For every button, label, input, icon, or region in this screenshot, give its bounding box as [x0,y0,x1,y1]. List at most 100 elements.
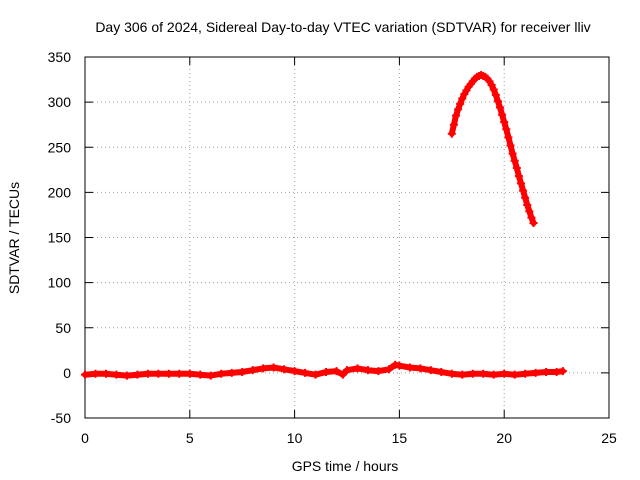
data-point [519,186,528,195]
y-axis: -50 0 50 100 150 200 250 300 350 [48,49,609,426]
y-tick-label: 0 [63,365,71,381]
data-series-2 [447,71,538,228]
data-point [525,207,534,216]
x-tick-label: 20 [496,430,512,446]
x-tick-label: 25 [601,430,617,446]
data-point [479,369,488,378]
data-point [206,371,215,380]
x-axis: 0 5 10 15 20 25 [81,57,617,446]
data-point [514,172,523,181]
data-point [426,366,435,375]
data-point [405,363,414,372]
y-tick-label: -50 [51,410,71,426]
data-point [510,156,519,165]
chart-title: Day 306 of 2024, Sidereal Day-to-day VTE… [95,19,590,35]
data-point [437,367,446,376]
data-point [504,133,513,142]
data-point [248,366,257,375]
x-axis-title: GPS time / hours [292,458,399,474]
data-point [395,361,404,370]
data-point [301,368,310,377]
data-point [521,193,530,202]
data-point [196,370,205,379]
data-point [338,370,347,379]
data-point [558,367,567,376]
data-point [322,367,331,376]
x-tick-label: 10 [287,430,303,446]
data-point [496,103,505,112]
data-point [500,369,509,378]
data-point [185,369,194,378]
data-point [164,369,173,378]
plot-frame [84,56,610,419]
data-point [454,105,463,114]
data-point [384,365,393,374]
data-point [269,363,278,372]
data-point [500,117,509,126]
data-point [506,141,515,150]
data-series-1 [81,360,567,380]
data-point [416,364,425,373]
data-point [512,164,521,173]
data-point [449,120,458,129]
data-point [456,99,465,108]
data-point [508,149,517,158]
data-point [332,367,341,376]
data-point [451,111,460,120]
data-point [217,369,226,378]
data-point [458,94,467,103]
data-point [516,179,525,188]
y-tick-label: 200 [48,184,72,200]
x-tick-label: 0 [81,430,89,446]
data-point [353,364,362,373]
data-point [290,367,299,376]
data-point [280,365,289,374]
data-point [527,213,536,222]
data-point [311,370,320,379]
y-tick-label: 250 [48,139,72,155]
data-point [489,85,498,94]
data-point [468,369,477,378]
data-point [498,110,507,119]
y-axis-title: SDTVAR / TECUs [6,182,22,294]
y-tick-label: 150 [48,230,72,246]
data-point [112,370,121,379]
y-tick-label: 300 [48,94,72,110]
y-tick-label: 350 [48,49,72,65]
data-point [542,367,551,376]
data-point [238,367,247,376]
data-point [133,370,142,379]
data-point [175,369,184,378]
data-series-layer [81,71,567,380]
data-point [487,80,496,89]
data-point [91,369,100,378]
x-tick-label: 5 [186,430,194,446]
data-point [523,201,532,210]
data-point [447,369,456,378]
y-tick-label: 100 [48,275,72,291]
data-point [143,369,152,378]
data-point [458,370,467,379]
data-point [81,370,89,379]
x-tick-label: 15 [392,430,408,446]
data-point [122,371,131,380]
data-point [343,366,351,375]
grid [85,57,609,418]
data-point [227,368,236,377]
data-point [521,369,530,378]
data-point [154,369,163,378]
data-point [510,370,519,379]
series-trace [448,72,537,227]
data-point [502,125,511,134]
data-point [374,367,383,376]
data-point [259,364,268,373]
data-point [529,219,538,228]
data-point [363,366,372,375]
data-point [447,129,456,138]
data-point [489,370,498,379]
y-tick-label: 50 [55,320,71,336]
data-point [531,368,540,377]
data-point [101,369,110,378]
data-point [491,90,500,99]
